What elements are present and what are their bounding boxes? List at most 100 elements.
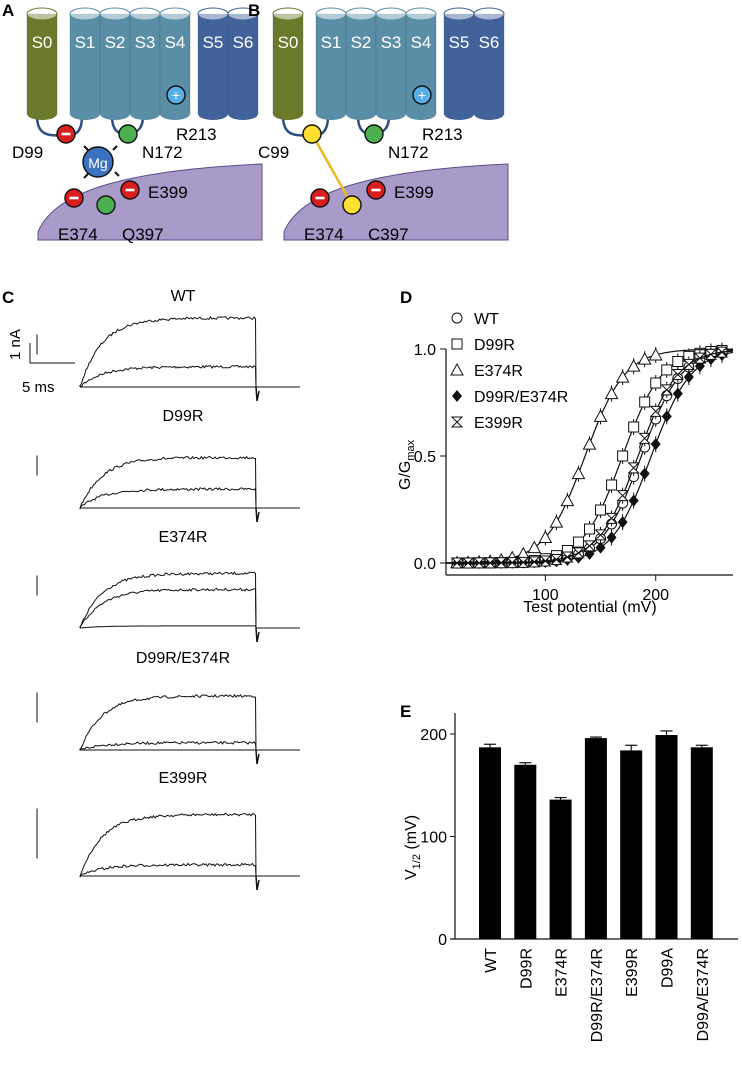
- triangle-marker: [637, 352, 652, 365]
- y-label-unit: (mV): [403, 815, 420, 854]
- triangle-marker: [582, 437, 597, 450]
- helix-s5-label: S5: [449, 33, 470, 52]
- helix-s3-label: S3: [135, 33, 156, 52]
- current-trace: [79, 487, 300, 509]
- y-label-sub: max: [405, 439, 417, 460]
- triangle-marker: [615, 370, 630, 383]
- helix-s4-label: S4: [411, 33, 432, 52]
- helix-s5-bottom: [198, 108, 228, 120]
- hourglass-marker: [704, 348, 718, 360]
- square-marker: [572, 536, 584, 548]
- triangle-marker: [549, 515, 564, 528]
- helix-s1-body: [315, 13, 347, 115]
- circle-marker: [451, 312, 463, 324]
- hourglass-marker: [472, 557, 486, 569]
- hourglass-marker: [517, 556, 530, 568]
- residue-label-e399: E399: [148, 183, 188, 202]
- y-tick-label: 1.0: [414, 342, 436, 359]
- minus-icon: [125, 188, 135, 192]
- helix-s2-label: S2: [105, 33, 126, 52]
- y-axis-label: V1/2 (mV): [403, 815, 423, 880]
- diamond-marker: [672, 387, 683, 400]
- helix-s1-label: S1: [75, 33, 96, 52]
- hourglass-marker: [594, 529, 607, 541]
- triangle-marker: [538, 530, 553, 543]
- tail-current: [255, 386, 260, 402]
- y-label-main: G/G: [397, 461, 414, 490]
- recording-label: E399R: [159, 770, 208, 787]
- helix-s4-label: S4: [165, 33, 186, 52]
- hourglass-marker: [616, 490, 629, 502]
- diamond-marker: [606, 531, 617, 544]
- current-trace: [79, 812, 300, 877]
- hourglass-marker: [638, 432, 651, 444]
- helix-s3-body: [129, 13, 161, 115]
- current-trace: [79, 455, 300, 510]
- legend-label: D99R/E374R: [474, 389, 568, 406]
- helix-s6-top: [473, 7, 505, 21]
- legend-label: E399R: [474, 415, 523, 432]
- triangle-marker: [604, 386, 619, 400]
- cys-residue-icon: [342, 195, 362, 215]
- diamond-marker: [650, 438, 661, 451]
- residue-label-e374: E374: [58, 225, 98, 244]
- neu-residue-icon: [96, 195, 116, 215]
- helix-s6-label: S6: [233, 33, 254, 52]
- hourglass-marker: [528, 556, 541, 568]
- category-label: D99A/E374R: [695, 948, 712, 1041]
- residue-label-d99: D99: [12, 143, 43, 162]
- neu-residue-icon: [364, 124, 384, 144]
- hourglass-marker: [671, 369, 685, 381]
- residue-label-n172: N172: [388, 143, 429, 162]
- membrane-shape: [37, 163, 263, 241]
- hourglass-marker: [682, 358, 696, 370]
- plus-icon: +: [418, 87, 426, 103]
- square-marker: [639, 396, 651, 408]
- bar: [655, 735, 678, 939]
- y-tick-label: 0: [438, 932, 447, 949]
- triangle-marker: [527, 540, 542, 554]
- residue-label-r213: R213: [176, 125, 217, 144]
- diamond-marker: [617, 516, 628, 529]
- y-tick-label: 0.0: [414, 556, 436, 573]
- square-marker: [584, 523, 595, 535]
- helix-s2-bottom: [346, 108, 376, 120]
- helix-s4-top: [159, 7, 191, 21]
- helix-s4-bottom: [160, 108, 190, 120]
- helix-s3-label: S3: [381, 33, 402, 52]
- hourglass-marker: [450, 557, 464, 569]
- legend-label: D99R: [474, 337, 515, 354]
- helix-s0-body: [272, 13, 304, 115]
- recording-label: D99R: [163, 408, 204, 425]
- recording-E374R: E374R: [36, 529, 300, 643]
- hourglass-marker: [550, 554, 563, 566]
- bar: [690, 747, 713, 939]
- triangle-marker: [571, 466, 586, 480]
- square-marker: [628, 421, 640, 433]
- helix-s5-bottom: [444, 108, 474, 120]
- helix-s2-label: S2: [351, 33, 372, 52]
- residue-label-e374: E374: [304, 225, 344, 244]
- helix-s0-top: [272, 7, 304, 21]
- hourglass-marker: [506, 557, 519, 569]
- hourglass-marker: [660, 384, 673, 396]
- triangle-marker: [560, 493, 575, 507]
- helix-s6-bottom: [474, 108, 504, 120]
- hourglass-marker: [583, 540, 596, 552]
- square-marker: [595, 504, 607, 516]
- current-trace: [79, 571, 300, 629]
- current-trace: [79, 693, 300, 751]
- tail-current: [255, 875, 260, 891]
- hourglass-marker: [494, 557, 508, 569]
- hourglass-marker: [649, 405, 662, 417]
- recording-E399R: E399R: [36, 770, 300, 891]
- diamond-marker: [628, 494, 639, 507]
- minus-icon: [371, 188, 381, 192]
- category-label: D99A: [660, 948, 677, 988]
- helix-s5-label: S5: [203, 33, 224, 52]
- recording-label: D99R/E374R: [136, 650, 230, 667]
